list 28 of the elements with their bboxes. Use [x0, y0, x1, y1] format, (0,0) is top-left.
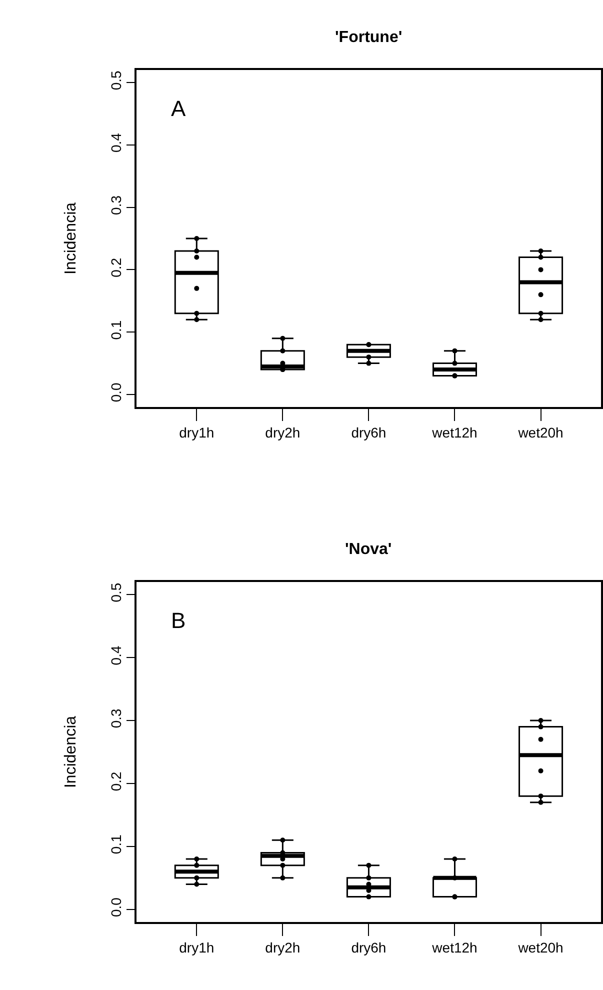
y-tick-label: 0.2 — [108, 771, 124, 792]
y-tick-label: 0.4 — [108, 646, 124, 666]
x-tick-label: dry6h — [351, 424, 386, 441]
y-tick-label: 0.2 — [108, 258, 124, 278]
x-tick-label: wet12h — [431, 424, 478, 441]
annotation: B — [171, 608, 186, 633]
x-tick-label: dry2h — [265, 424, 300, 441]
x-tick-label: dry6h — [351, 940, 386, 956]
x-tick-label: wet20h — [517, 940, 564, 956]
y-axis-title: Incidencia — [62, 202, 80, 275]
y-tick-label: 0.0 — [108, 897, 124, 918]
x-tick-label: wet20h — [517, 424, 564, 441]
x-tick-label: dry1h — [179, 424, 214, 441]
y-tick-label: 0.4 — [108, 132, 124, 153]
chart-title: 'Fortune' — [335, 29, 402, 46]
x-tick-label: dry1h — [179, 940, 214, 956]
y-tick-label: 0.5 — [108, 70, 124, 90]
y-tick-label: 0.3 — [108, 708, 124, 728]
y-tick-label: 0.3 — [108, 195, 124, 215]
annotation: A — [171, 96, 186, 121]
y-tick-label: 0.1 — [108, 834, 124, 854]
x-tick-label: wet12h — [431, 940, 478, 956]
y-tick-label: 0.5 — [108, 582, 124, 602]
y-tick-label: 0.0 — [108, 382, 124, 402]
x-tick-label: dry2h — [265, 940, 300, 956]
y-axis-title: Incidencia — [62, 716, 80, 788]
chart-title: 'Nova' — [345, 541, 392, 558]
y-tick-label: 0.1 — [108, 320, 124, 340]
